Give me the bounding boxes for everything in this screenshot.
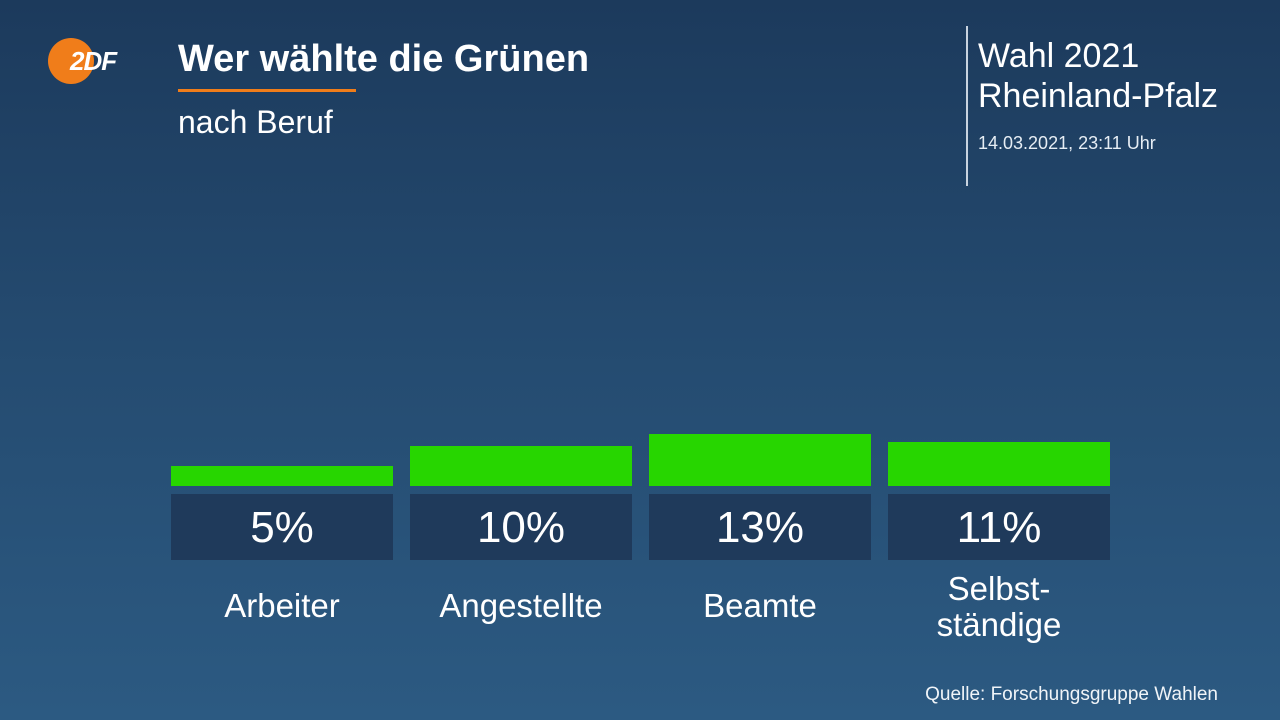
value-label-1: 10% xyxy=(477,503,565,552)
value-label-0: 5% xyxy=(250,503,314,552)
chart-subtitle: nach Beruf xyxy=(178,104,333,140)
title-underline xyxy=(178,89,356,92)
election-year: Wahl 2021 xyxy=(978,37,1140,75)
bar-3 xyxy=(888,442,1110,486)
value-box-1 xyxy=(410,494,632,560)
value-label-2: 13% xyxy=(716,503,804,552)
category-label-0: Arbeiter xyxy=(224,587,340,624)
election-name: Wahl 2021 Rheinland-Pfalz xyxy=(978,36,1218,116)
election-region: Rheinland-Pfalz xyxy=(978,77,1219,115)
zdf-logo xyxy=(48,38,94,84)
timestamp: 14.03.2021, 23:11 Uhr xyxy=(978,133,1156,153)
category-label-3-line-0: Selbst- xyxy=(948,570,1051,607)
category-label-1: Angestellte xyxy=(439,587,602,624)
bar-2 xyxy=(649,434,871,486)
source-note: Quelle: Forschungsgruppe Wahlen xyxy=(925,684,1218,705)
chart-title: Wer wählte die Grünen xyxy=(178,38,590,80)
category-label-3-line-1: ständige xyxy=(937,606,1062,643)
bar-0 xyxy=(171,466,393,486)
category-label-2: Beamte xyxy=(703,587,817,624)
value-box-3 xyxy=(888,494,1110,560)
zdf-logo-text: 2DF xyxy=(70,46,117,76)
bar-1 xyxy=(410,446,632,486)
value-box-0 xyxy=(171,494,393,560)
value-label-3: 11% xyxy=(957,503,1042,552)
value-box-2 xyxy=(649,494,871,560)
header-divider xyxy=(966,26,968,186)
